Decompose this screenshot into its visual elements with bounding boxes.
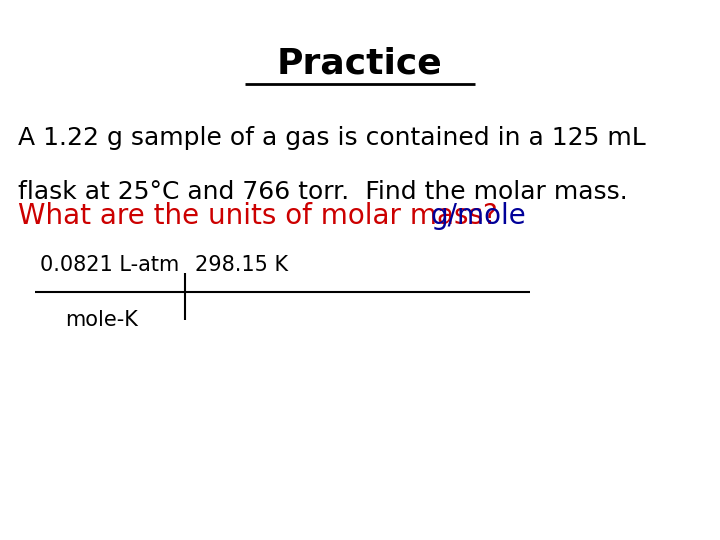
Text: 0.0821 L-atm: 0.0821 L-atm: [40, 255, 179, 275]
Text: Practice: Practice: [277, 46, 443, 80]
Text: A 1.22 g sample of a gas is contained in a 125 mL: A 1.22 g sample of a gas is contained in…: [18, 126, 646, 150]
Text: g/mole: g/mole: [430, 202, 526, 230]
Text: What are the units of molar mass?: What are the units of molar mass?: [18, 202, 498, 230]
Text: 298.15 K: 298.15 K: [195, 255, 288, 275]
Text: flask at 25°C and 766 torr.  Find the molar mass.: flask at 25°C and 766 torr. Find the mol…: [18, 180, 628, 204]
Text: mole-K: mole-K: [65, 310, 138, 330]
